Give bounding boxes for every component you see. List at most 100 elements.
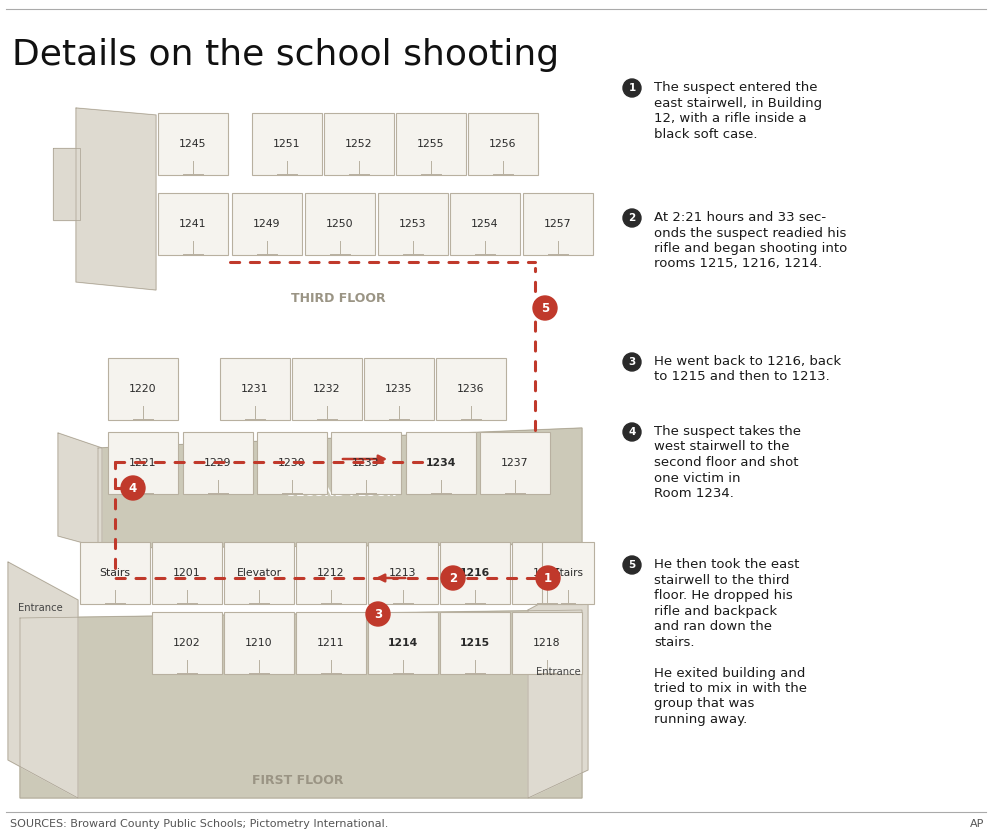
Bar (440, 542, 510, 604)
Text: 4: 4 (129, 482, 137, 495)
Text: 4: 4 (628, 427, 636, 437)
Bar (436, 358, 506, 420)
Text: 1233: 1233 (352, 458, 380, 468)
Bar (224, 542, 294, 604)
Text: 1235: 1235 (385, 384, 413, 394)
Text: 1216: 1216 (460, 568, 490, 578)
Text: Entrance: Entrance (536, 667, 580, 677)
Bar (368, 612, 438, 674)
Circle shape (366, 602, 390, 626)
Text: 1220: 1220 (129, 384, 157, 394)
Text: 1210: 1210 (245, 638, 273, 648)
Text: The suspect takes the: The suspect takes the (654, 425, 801, 438)
Bar (450, 193, 520, 255)
Text: and ran down the: and ran down the (654, 620, 772, 633)
Bar (183, 432, 253, 494)
Bar (232, 193, 302, 255)
Text: 1237: 1237 (501, 458, 529, 468)
Text: 1245: 1245 (180, 139, 206, 149)
Bar (512, 612, 582, 674)
Text: rooms 1215, 1216, 1214.: rooms 1215, 1216, 1214. (654, 257, 822, 271)
Bar (296, 542, 366, 604)
Text: He then took the east: He then took the east (654, 558, 800, 571)
Bar (152, 612, 222, 674)
Text: 1202: 1202 (174, 638, 200, 648)
Circle shape (623, 209, 641, 227)
Text: Stairs: Stairs (553, 568, 583, 578)
Bar (158, 193, 228, 255)
Bar (331, 432, 401, 494)
Text: Details on the school shooting: Details on the school shooting (12, 38, 559, 72)
Circle shape (536, 566, 560, 590)
Bar (80, 542, 150, 604)
Text: black soft case.: black soft case. (654, 128, 758, 140)
Text: 1250: 1250 (326, 219, 354, 229)
Text: SECOND FLOOR: SECOND FLOOR (288, 486, 397, 498)
Text: running away.: running away. (654, 713, 747, 726)
Text: SOURCES: Broward County Public Schools; Pictometry International.: SOURCES: Broward County Public Schools; … (10, 819, 389, 829)
Text: stairs.: stairs. (654, 635, 694, 649)
Bar (368, 542, 438, 604)
Bar (378, 193, 448, 255)
Text: 3: 3 (628, 357, 636, 367)
Text: 2: 2 (449, 572, 457, 584)
Circle shape (623, 423, 641, 441)
Polygon shape (76, 108, 156, 290)
Circle shape (441, 566, 465, 590)
Bar (364, 358, 434, 420)
Text: rifle and backpack: rifle and backpack (654, 604, 777, 618)
Circle shape (533, 296, 557, 320)
Bar (480, 432, 550, 494)
Circle shape (623, 556, 641, 574)
Text: 1211: 1211 (317, 638, 345, 648)
Bar (292, 358, 362, 420)
Text: east stairwell, in Building: east stairwell, in Building (654, 96, 822, 110)
Text: 1257: 1257 (545, 219, 571, 229)
Text: 2: 2 (628, 213, 636, 223)
Text: 1236: 1236 (457, 384, 485, 394)
Circle shape (623, 353, 641, 371)
Text: At 2:21 hours and 33 sec-: At 2:21 hours and 33 sec- (654, 211, 826, 224)
Text: Elevator: Elevator (236, 568, 282, 578)
Text: 1221: 1221 (129, 458, 157, 468)
Text: AP: AP (969, 819, 984, 829)
Text: tried to mix in with the: tried to mix in with the (654, 682, 807, 695)
Bar (396, 113, 466, 175)
Bar (512, 542, 582, 604)
Text: 1215: 1215 (460, 638, 490, 648)
Text: stairwell to the third: stairwell to the third (654, 573, 790, 587)
Circle shape (121, 476, 145, 500)
Text: Stairs: Stairs (99, 568, 131, 578)
Text: He went back to 1216, back: He went back to 1216, back (654, 355, 841, 368)
Text: 1253: 1253 (399, 219, 427, 229)
Bar (440, 612, 510, 674)
Bar (296, 612, 366, 674)
Bar (406, 432, 476, 494)
Text: 1255: 1255 (418, 139, 444, 149)
Bar (305, 193, 375, 255)
Polygon shape (20, 610, 582, 798)
Text: west stairwell to the: west stairwell to the (654, 441, 790, 453)
Polygon shape (98, 428, 582, 548)
Text: 5: 5 (628, 560, 636, 570)
Polygon shape (58, 433, 102, 548)
Text: 1256: 1256 (489, 139, 517, 149)
Text: 1212: 1212 (317, 568, 345, 578)
Text: Entrance: Entrance (18, 603, 62, 613)
Text: 12, with a rifle inside a: 12, with a rifle inside a (654, 112, 806, 125)
Bar (468, 113, 538, 175)
Bar (152, 542, 222, 604)
Text: floor. He dropped his: floor. He dropped his (654, 589, 793, 602)
Text: 1254: 1254 (471, 219, 499, 229)
Text: to 1215 and then to 1213.: to 1215 and then to 1213. (654, 370, 829, 384)
Bar (324, 113, 394, 175)
Bar (158, 113, 228, 175)
Text: 1229: 1229 (204, 458, 232, 468)
Text: 1251: 1251 (273, 139, 301, 149)
Text: 1213: 1213 (389, 568, 417, 578)
Polygon shape (53, 148, 80, 220)
Polygon shape (528, 578, 588, 798)
Text: onds the suspect readied his: onds the suspect readied his (654, 227, 846, 239)
Bar (257, 432, 327, 494)
Circle shape (623, 79, 641, 97)
